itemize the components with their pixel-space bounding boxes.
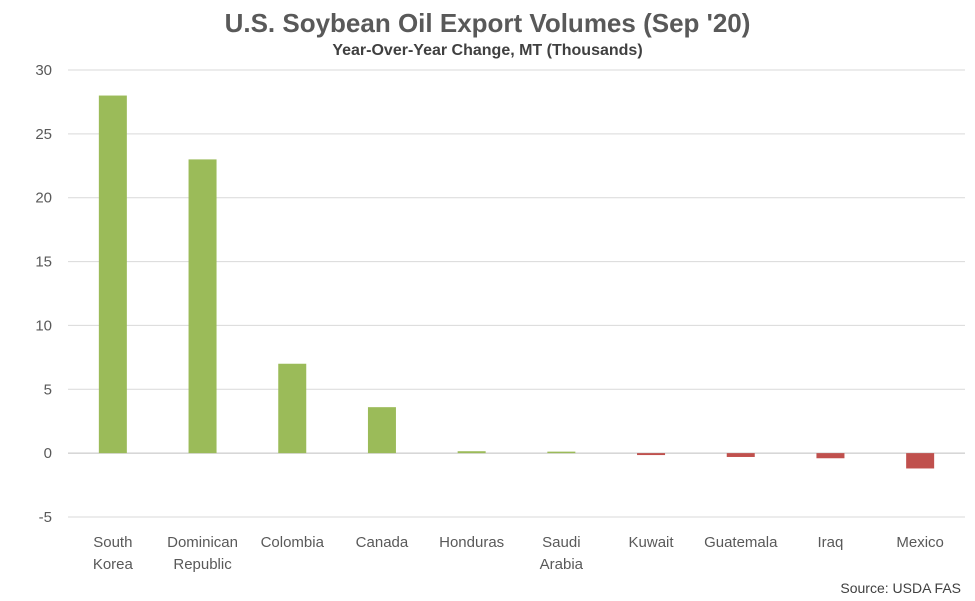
- x-tick-label: South: [93, 534, 132, 551]
- x-tick-label: Canada: [356, 534, 409, 551]
- y-tick-label: 5: [44, 381, 52, 398]
- bar: [457, 451, 486, 454]
- y-tick-label: 15: [35, 254, 52, 271]
- bar: [547, 451, 576, 454]
- y-tick-label: 30: [35, 62, 52, 79]
- x-tick-label: Dominican: [167, 534, 238, 551]
- y-tick-label: 25: [35, 126, 52, 143]
- x-tick-label: Honduras: [439, 534, 504, 551]
- x-tick-label: Colombia: [261, 534, 325, 551]
- y-tick-label: 10: [35, 317, 52, 334]
- x-tick-label: Guatemala: [704, 534, 778, 551]
- bar: [98, 95, 127, 454]
- bar: [906, 453, 935, 469]
- bar: [816, 453, 845, 459]
- x-tick-label: Iraq: [818, 534, 844, 551]
- x-tick-label: Republic: [173, 556, 232, 573]
- bar: [188, 159, 217, 454]
- chart-subtitle: Year-Over-Year Change, MT (Thousands): [332, 42, 643, 59]
- source-note: Source: USDA FAS: [840, 580, 961, 596]
- x-tick-label: Saudi: [542, 534, 580, 551]
- y-tick-label: -5: [39, 509, 52, 526]
- chart-title: U.S. Soybean Oil Export Volumes (Sep '20…: [224, 8, 751, 38]
- bar: [278, 363, 307, 454]
- bar: [726, 453, 755, 457]
- y-tick-label: 20: [35, 190, 52, 207]
- x-tick-label: Korea: [93, 556, 134, 573]
- y-tick-label: 0: [44, 445, 52, 462]
- x-tick-label: Mexico: [896, 534, 944, 551]
- x-tick-label: Arabia: [540, 556, 584, 573]
- bar: [367, 407, 396, 454]
- x-tick-label: Kuwait: [629, 534, 675, 551]
- bar: [637, 453, 666, 456]
